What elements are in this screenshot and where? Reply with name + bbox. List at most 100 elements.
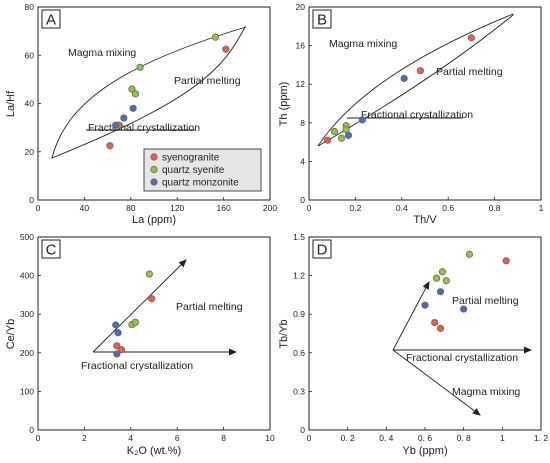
panel-c-x-tick-label: 0 bbox=[36, 433, 41, 443]
panel-c-y-tick-label: 200 bbox=[20, 348, 34, 358]
panel-c-annotation-partial-melting: Partial melting bbox=[176, 301, 243, 313]
panel-d-label: D bbox=[312, 239, 332, 259]
panel-b-x-tick-label: 0.8 bbox=[489, 203, 501, 213]
panel-c-points bbox=[112, 270, 156, 358]
panel-d-points bbox=[421, 250, 510, 332]
legend-label-quartz-syenite: quartz syenite bbox=[162, 165, 225, 176]
svg-text:D: D bbox=[317, 242, 328, 259]
panel-b-point-quartz-monzonite bbox=[344, 131, 353, 139]
panel-b-x-axis-label: Th/V bbox=[413, 214, 437, 226]
panel-d-y-tick-label: 0.6 bbox=[293, 348, 305, 358]
panel-d-point-syenogranite bbox=[431, 318, 439, 327]
panel-a-point-quartz-monzonite bbox=[120, 114, 128, 122]
panel-b-points bbox=[323, 34, 475, 144]
panel-a-point-quartz-syenite bbox=[131, 90, 140, 98]
panel-a-point-quartz-syenite bbox=[211, 33, 220, 41]
panel-a-point-quartz-syenite bbox=[128, 85, 136, 93]
panel-c-point-quartz-syenite bbox=[131, 318, 140, 326]
panel-c-point-quartz-syenite bbox=[145, 270, 153, 278]
panel-c-y-tick-label: 400 bbox=[20, 271, 34, 281]
panel-d-x-tick-label: 0. 8 bbox=[457, 433, 471, 443]
svg-text:B: B bbox=[317, 12, 327, 29]
panel-d-y-tick-label: 1.2 bbox=[293, 271, 305, 281]
legend-marker-syenogranite bbox=[150, 153, 158, 161]
panel-d-y-tick-label: 0.9 bbox=[293, 309, 305, 319]
panel-c-x-tick-label: 10 bbox=[265, 433, 275, 443]
panel-c-annotation-fractional-crystallization: Fractional crystallization bbox=[81, 360, 193, 372]
svg-text:C: C bbox=[46, 242, 57, 259]
panel-d-frame bbox=[308, 236, 542, 431]
panel-c-point-quartz-monzonite bbox=[114, 329, 122, 337]
panel-a-x-tick-label: 160 bbox=[217, 203, 231, 213]
panel-a-point-syenogranite bbox=[222, 45, 230, 53]
panel-b-point-quartz-monzonite bbox=[400, 74, 408, 83]
panel-b-axes: 0 0.2 0.4 0.6 0.8 1 0 4 8 12 16 20 bbox=[296, 2, 544, 213]
panel-b-y-tick-label: 20 bbox=[296, 2, 306, 12]
panel-a-y-tick-label: 60 bbox=[25, 50, 35, 60]
legend-label-syenogranite: syenogranite bbox=[162, 153, 220, 164]
panel-d-axes: 0 0. 2 0. 4 0. 6 0. 8 1 1. 2 0 0.3 0.6 0.9 1.2 1.5 bbox=[293, 232, 548, 443]
panel-a-annotation-fractional-crystallization: Fractional crystallization bbox=[88, 122, 200, 134]
panel-c-partial-melting-arrow bbox=[92, 259, 187, 353]
panel-d-x-tick-label: 0. 6 bbox=[418, 433, 432, 443]
panel-a-y-tick-label: 20 bbox=[25, 147, 35, 157]
panel-b-x-tick-label: 0.6 bbox=[442, 203, 454, 213]
panel-a-y-tick-label: 40 bbox=[25, 99, 35, 109]
panel-a-x-tick-label: 0 bbox=[36, 203, 41, 213]
panel-d: D Partial melting Fractional crystalliza… bbox=[278, 232, 548, 457]
panel-a-x-tick-label: 80 bbox=[126, 203, 136, 213]
panel-c-x-tick-label: 4 bbox=[128, 433, 133, 443]
panel-d-point-quartz-syenite bbox=[432, 274, 441, 282]
panel-a-point-quartz-monzonite bbox=[129, 104, 137, 112]
panel-b-x-tick-label: 0.4 bbox=[396, 203, 408, 213]
panel-a-point-syenogranite bbox=[106, 142, 114, 150]
panel-a-field-envelope bbox=[51, 26, 247, 159]
panel-c-x-tick-label: 6 bbox=[175, 433, 180, 443]
panel-a-label: A bbox=[41, 9, 61, 29]
panel-d-x-tick-label: 0. 2 bbox=[341, 433, 355, 443]
legend-marker-quartz-syenite bbox=[150, 165, 158, 174]
panel-c-y-tick-label: 100 bbox=[20, 386, 34, 396]
panel-b-frame bbox=[308, 6, 542, 201]
panel-b-field-envelope bbox=[317, 13, 514, 147]
panel-d-annotation-partial-melting: Partial melting bbox=[452, 295, 519, 307]
panel-a-y-axis-label: La/Hf bbox=[5, 90, 17, 117]
panel-a-legend: syenogranite quartz syenite quartz monzo… bbox=[143, 148, 262, 192]
panel-c-x-tick-label: 2 bbox=[82, 433, 87, 443]
panel-c-x-tick-label: 8 bbox=[221, 433, 226, 443]
svg-text:A: A bbox=[46, 12, 56, 29]
panel-d-annotation-fractional-crystallization: Fractional crystallization bbox=[406, 352, 518, 364]
panel-a-x-tick-label: 40 bbox=[80, 203, 90, 213]
panel-d-x-tick-label: 0. 4 bbox=[379, 433, 393, 443]
legend-label-quartz-monzonite: quartz monzonite bbox=[162, 178, 239, 189]
panel-d-magma-mixing-arrow bbox=[392, 349, 481, 416]
panel-a-point-quartz-syenite bbox=[136, 63, 144, 71]
panel-a-points bbox=[106, 33, 230, 150]
panel-b-point-quartz-syenite bbox=[337, 134, 346, 142]
panel-a-x-axis-label: La (ppm) bbox=[132, 214, 176, 226]
panel-d-x-tick-label: 0 bbox=[307, 433, 312, 443]
panel-a: A Magma mixing Partial melting Fractiona… bbox=[5, 2, 277, 226]
panel-c-y-tick-label: 500 bbox=[20, 232, 34, 242]
panel-d-point-quartz-syenite bbox=[442, 277, 450, 285]
panel-b: B Magma mixing Partial melting Fractiona… bbox=[278, 2, 544, 226]
panel-c-label: C bbox=[41, 239, 61, 259]
panel-b-point-quartz-monzonite bbox=[358, 116, 366, 124]
panel-d-point-syenogranite bbox=[436, 324, 445, 332]
panel-a-x-tick-label: 120 bbox=[170, 203, 184, 213]
panel-b-y-tick-label: 4 bbox=[300, 156, 305, 166]
panel-b-y-tick-label: 16 bbox=[296, 41, 306, 51]
panel-d-point-quartz-syenite bbox=[438, 268, 446, 276]
panel-d-y-tick-label: 0.3 bbox=[293, 386, 305, 396]
panel-b-y-tick-label: 12 bbox=[296, 79, 306, 89]
panel-c-point-syenogranite bbox=[148, 295, 156, 303]
panel-c-y-axis-label: Ce/Yb bbox=[5, 319, 17, 350]
panel-b-y-tick-label: 8 bbox=[300, 118, 305, 128]
panel-b-x-tick-label: 1 bbox=[539, 203, 544, 213]
panel-c-y-tick-label: 0 bbox=[29, 425, 34, 435]
panel-d-point-quartz-monzonite bbox=[460, 305, 468, 313]
panel-c-point-quartz-monzonite bbox=[113, 350, 121, 358]
panel-c-x-axis-label: K₂O (wt.%) bbox=[127, 445, 181, 457]
panel-b-annotation-partial-melting: Partial melting bbox=[436, 66, 503, 78]
